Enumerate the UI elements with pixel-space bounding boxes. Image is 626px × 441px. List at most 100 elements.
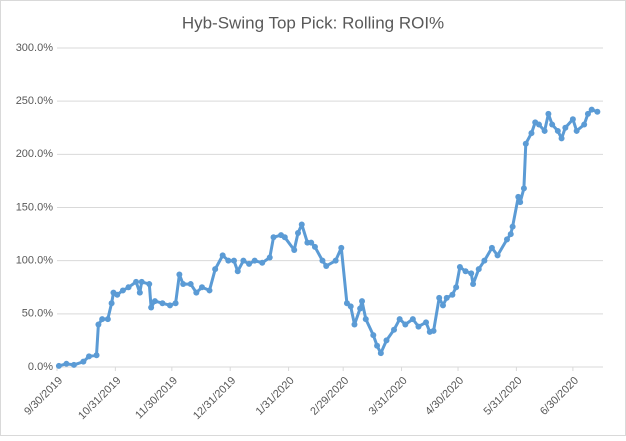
point (95, 321, 102, 328)
point (515, 193, 522, 200)
point (396, 316, 403, 323)
chart-title: Hyb-Swing Top Pick: Rolling ROI% (182, 13, 444, 32)
y-tick-label: 0.0% (28, 361, 53, 373)
point (509, 223, 516, 230)
point (125, 284, 132, 291)
point (520, 185, 527, 192)
point (569, 116, 576, 123)
point (176, 271, 183, 278)
point (573, 127, 580, 134)
point (298, 221, 305, 228)
y-tick-label: 200.0% (16, 148, 54, 160)
point (370, 332, 377, 339)
point (193, 289, 200, 296)
point (402, 321, 409, 328)
point (391, 326, 398, 333)
point (138, 278, 145, 285)
point (522, 140, 529, 147)
point (187, 281, 194, 288)
point (172, 300, 179, 307)
point (549, 121, 556, 128)
point (212, 266, 219, 273)
point (377, 350, 384, 357)
point (332, 257, 339, 264)
point (507, 231, 514, 238)
point (159, 300, 166, 307)
y-tick-label: 250.0% (16, 95, 54, 107)
point (374, 342, 381, 349)
point (468, 270, 475, 277)
point (494, 252, 501, 259)
point (151, 298, 158, 305)
point (63, 360, 70, 367)
point (136, 289, 143, 296)
point (114, 291, 121, 298)
point (294, 230, 301, 237)
point (481, 257, 488, 264)
point (251, 257, 258, 264)
point (198, 284, 205, 291)
point (409, 316, 416, 323)
point (246, 260, 253, 267)
point (80, 358, 87, 365)
point (219, 252, 226, 259)
point (470, 281, 477, 288)
point (266, 254, 273, 261)
point (453, 284, 460, 291)
point (225, 257, 232, 264)
point (415, 323, 422, 330)
point (554, 127, 561, 134)
point (423, 319, 430, 326)
point (351, 321, 358, 328)
point (166, 302, 173, 309)
point (357, 305, 364, 312)
point (70, 361, 77, 368)
point (234, 268, 241, 275)
point (430, 327, 437, 334)
point (146, 281, 153, 288)
point (259, 259, 266, 266)
point (148, 304, 155, 311)
point (323, 262, 330, 269)
point (206, 287, 213, 294)
point (488, 244, 495, 251)
point (86, 353, 93, 360)
y-tick-label: 150.0% (16, 201, 54, 213)
point (319, 257, 326, 264)
point (311, 243, 318, 250)
point (594, 108, 601, 115)
point (180, 281, 187, 288)
y-tick-label: 100.0% (16, 255, 54, 267)
point (291, 247, 298, 254)
point (541, 127, 548, 134)
point (584, 110, 591, 117)
point (338, 244, 345, 251)
point (362, 316, 369, 323)
point (93, 352, 100, 359)
point (462, 268, 469, 275)
point (55, 362, 62, 369)
point (104, 316, 111, 323)
point (230, 257, 237, 264)
point (281, 234, 288, 241)
point (517, 199, 524, 206)
point (503, 236, 510, 243)
point (545, 110, 552, 117)
point (436, 294, 443, 301)
point (108, 300, 115, 307)
point (359, 298, 366, 305)
point (443, 294, 450, 301)
point (383, 337, 390, 344)
point (558, 135, 565, 142)
point (270, 234, 277, 241)
point (439, 302, 446, 309)
point (347, 303, 354, 310)
point (240, 257, 247, 264)
point (581, 121, 588, 128)
point (535, 121, 542, 128)
point (456, 264, 463, 271)
point (588, 106, 595, 113)
